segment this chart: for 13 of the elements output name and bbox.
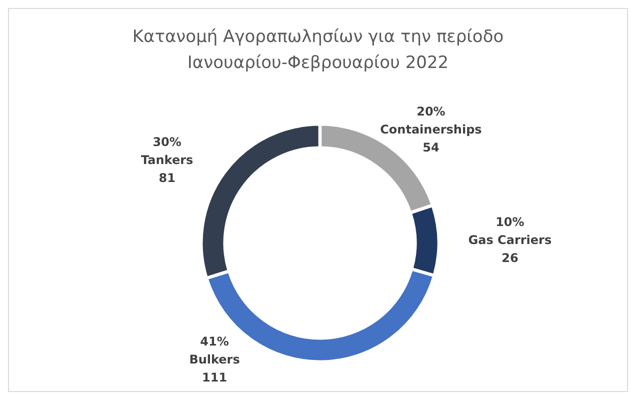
slice-label: Gas Carriers [468,232,552,247]
slice-label: Tankers [140,152,194,167]
data-label: 111 [202,370,228,384]
chart-title: Κατανομή Αγοραπωλησίων για την περίοδο Ιανουαρίου-Φεβρουαρίου 2022 [132,27,504,73]
text: 41% [200,334,229,348]
text: 20% [416,104,446,118]
text: 10% [496,214,524,229]
data-label: 26 [502,250,518,265]
data-label: 54 [422,140,440,154]
data-label: 81 [158,170,176,185]
text: 30% [152,134,182,149]
slice-label: Bulkers [189,352,240,366]
slice-label: Containerships [380,122,482,136]
